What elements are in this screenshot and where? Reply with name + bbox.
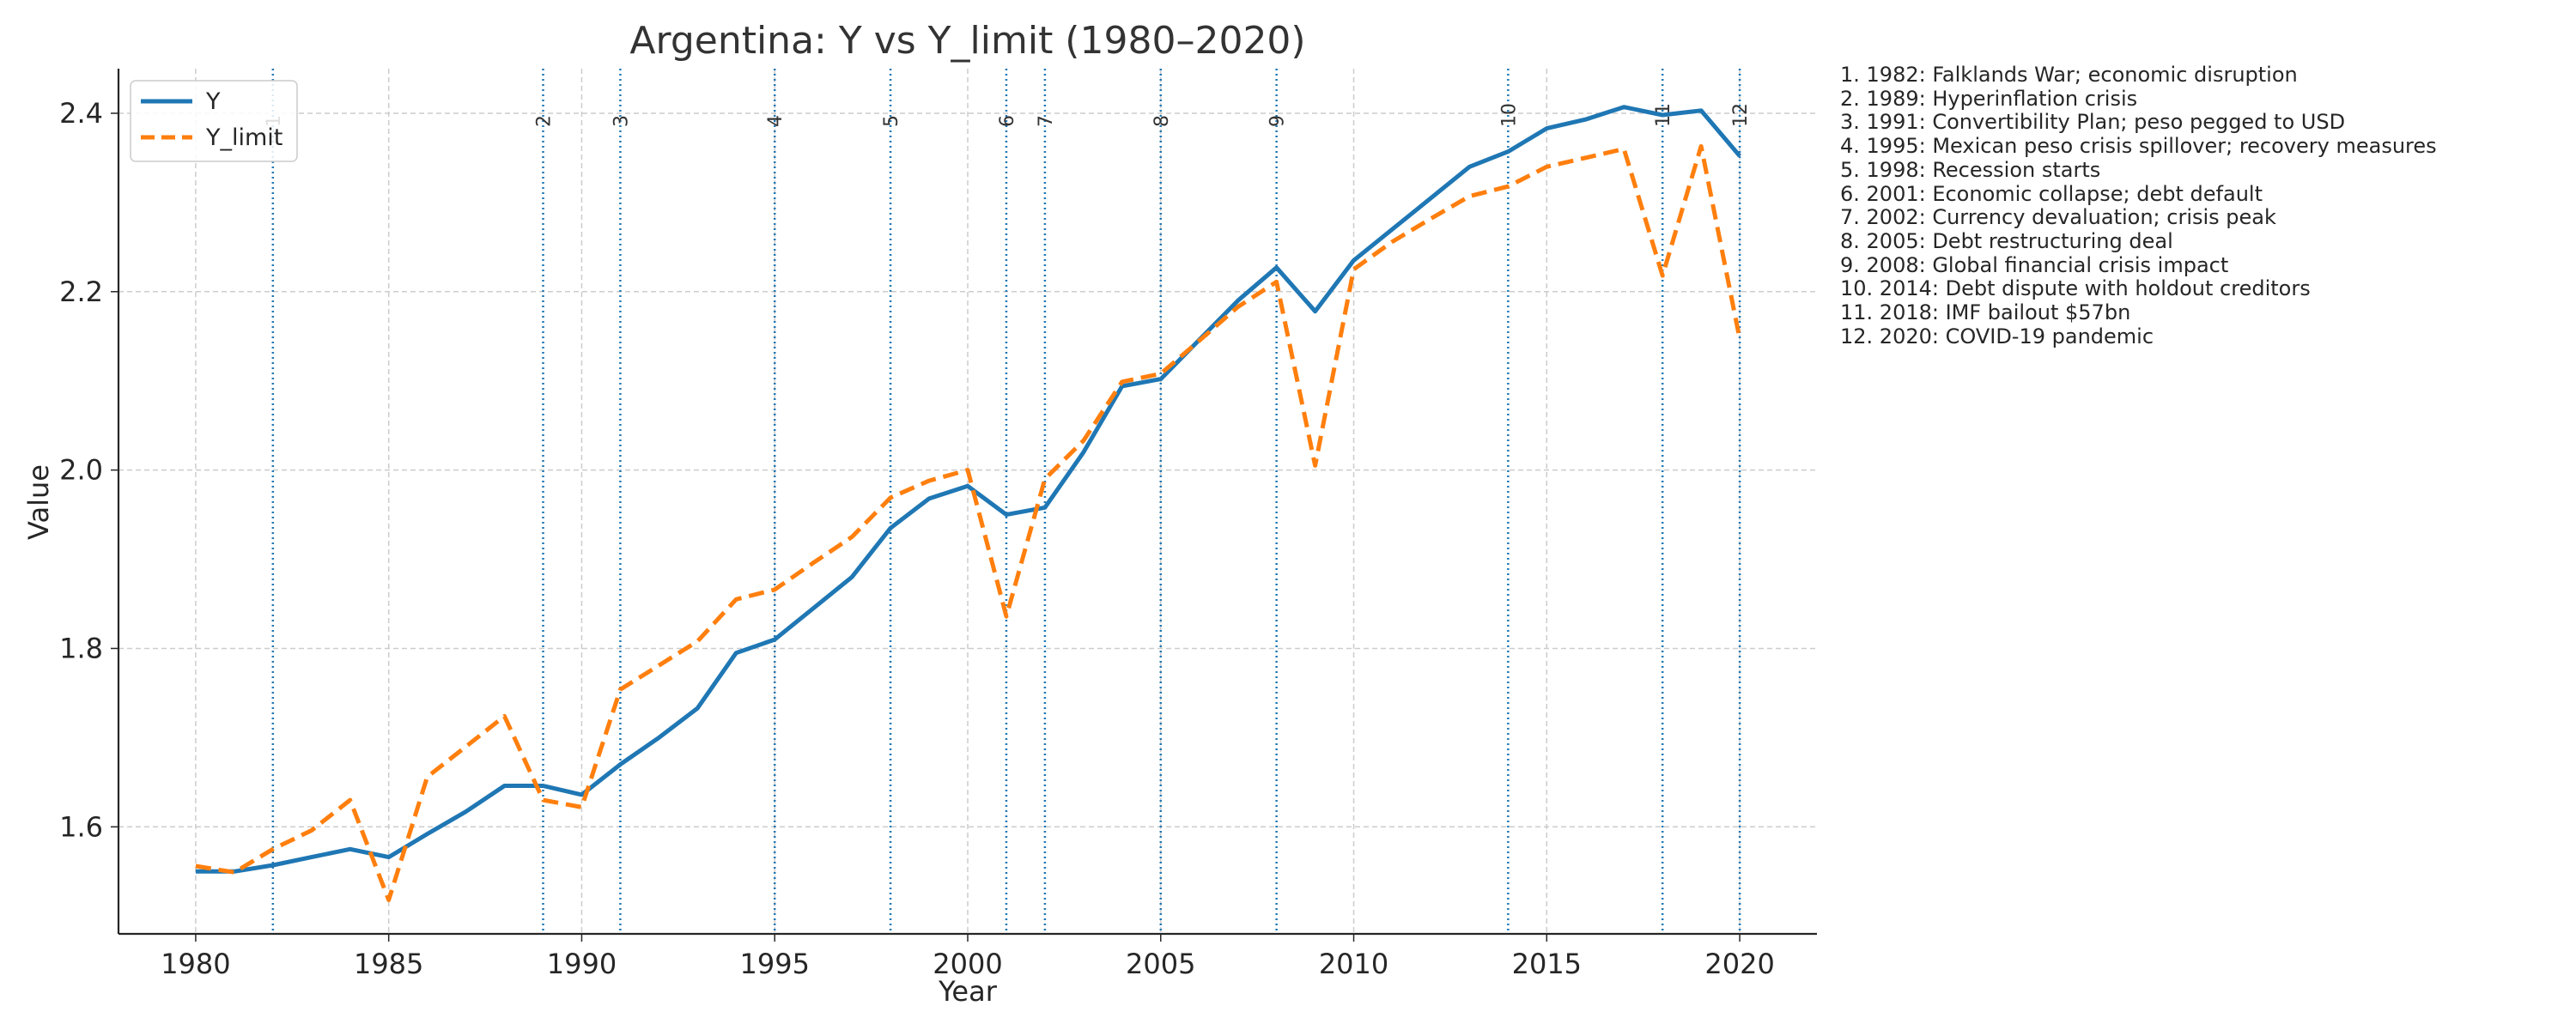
y-tick-label: 2.4 bbox=[59, 97, 103, 130]
event-note: 3. 1991: Convertibility Plan; peso pegge… bbox=[1840, 110, 2346, 135]
event-markers: 123456789101112 bbox=[264, 69, 1752, 934]
event-note: 4. 1995: Mexican peso crisis spillover; … bbox=[1840, 134, 2437, 159]
event-number-label: 12 bbox=[1730, 103, 1752, 127]
event-note: 9. 2008: Global financial crisis impact bbox=[1840, 252, 2229, 277]
event-number-label: 7 bbox=[1036, 115, 1057, 127]
event-note: 8. 2005: Debt restructuring deal bbox=[1840, 228, 2173, 253]
event-number-label: 3 bbox=[611, 115, 632, 127]
event-note: 12. 2020: COVID-19 pandemic bbox=[1840, 324, 2154, 348]
legend-label-y: Y bbox=[205, 88, 221, 115]
event-number-label: 9 bbox=[1267, 115, 1289, 127]
chart-title: Argentina: Y vs Y_limit (1980–2020) bbox=[629, 19, 1305, 63]
legend-label-y-limit: Y_limit bbox=[205, 124, 283, 151]
event-number-label: 6 bbox=[997, 115, 1018, 127]
y-tick-label: 1.8 bbox=[59, 632, 103, 664]
x-tick-label: 1995 bbox=[740, 948, 810, 980]
axes bbox=[111, 69, 1817, 942]
event-note: 5. 1998: Recession starts bbox=[1840, 157, 2101, 182]
legend: Y Y_limit bbox=[130, 80, 298, 162]
event-number-label: 4 bbox=[765, 115, 787, 127]
x-tick-label: 2020 bbox=[1704, 948, 1774, 980]
event-note: 7. 2002: Currency devaluation; crisis pe… bbox=[1840, 205, 2276, 230]
x-tick-label: 2000 bbox=[933, 948, 1002, 980]
event-annotation-list: 1. 1982: Falklands War; economic disrupt… bbox=[1840, 63, 2437, 348]
grid bbox=[118, 69, 1817, 934]
y-tick-label: 2.2 bbox=[59, 276, 103, 308]
event-note: 11. 2018: IMF bailout $57bn bbox=[1840, 300, 2131, 325]
x-tick-label: 1980 bbox=[161, 948, 230, 980]
y-tick-label: 1.6 bbox=[59, 810, 103, 843]
y-tick-label: 2.0 bbox=[59, 454, 103, 487]
x-tick-label: 1985 bbox=[354, 948, 423, 980]
series-line-y-limit bbox=[195, 143, 1742, 902]
tick-labels: 1980 1985 1990 1995 2000 2005 2010 2015 2020 1.6 1… bbox=[59, 97, 1775, 980]
series-lines bbox=[195, 105, 1742, 902]
event-number-label: 10 bbox=[1498, 103, 1520, 127]
x-axis-label: Year bbox=[938, 975, 998, 1008]
event-note: 10. 2014: Debt dispute with holdout cred… bbox=[1840, 276, 2311, 301]
event-number-label: 8 bbox=[1151, 115, 1173, 127]
series-line-y bbox=[195, 105, 1742, 874]
x-tick-label: 2010 bbox=[1319, 948, 1388, 980]
x-tick-label: 2005 bbox=[1126, 948, 1195, 980]
x-tick-label: 1990 bbox=[547, 948, 617, 980]
y-axis-label: Value bbox=[22, 464, 55, 540]
x-tick-label: 2015 bbox=[1512, 948, 1582, 980]
event-number-label: 2 bbox=[534, 115, 556, 127]
event-note: 1. 1982: Falklands War; economic disrupt… bbox=[1840, 63, 2298, 87]
event-note: 6. 2001: Economic collapse; debt default bbox=[1840, 181, 2263, 206]
event-number-label: 5 bbox=[881, 115, 902, 127]
event-note: 2. 1989: Hyperinflation crisis bbox=[1840, 86, 2138, 111]
